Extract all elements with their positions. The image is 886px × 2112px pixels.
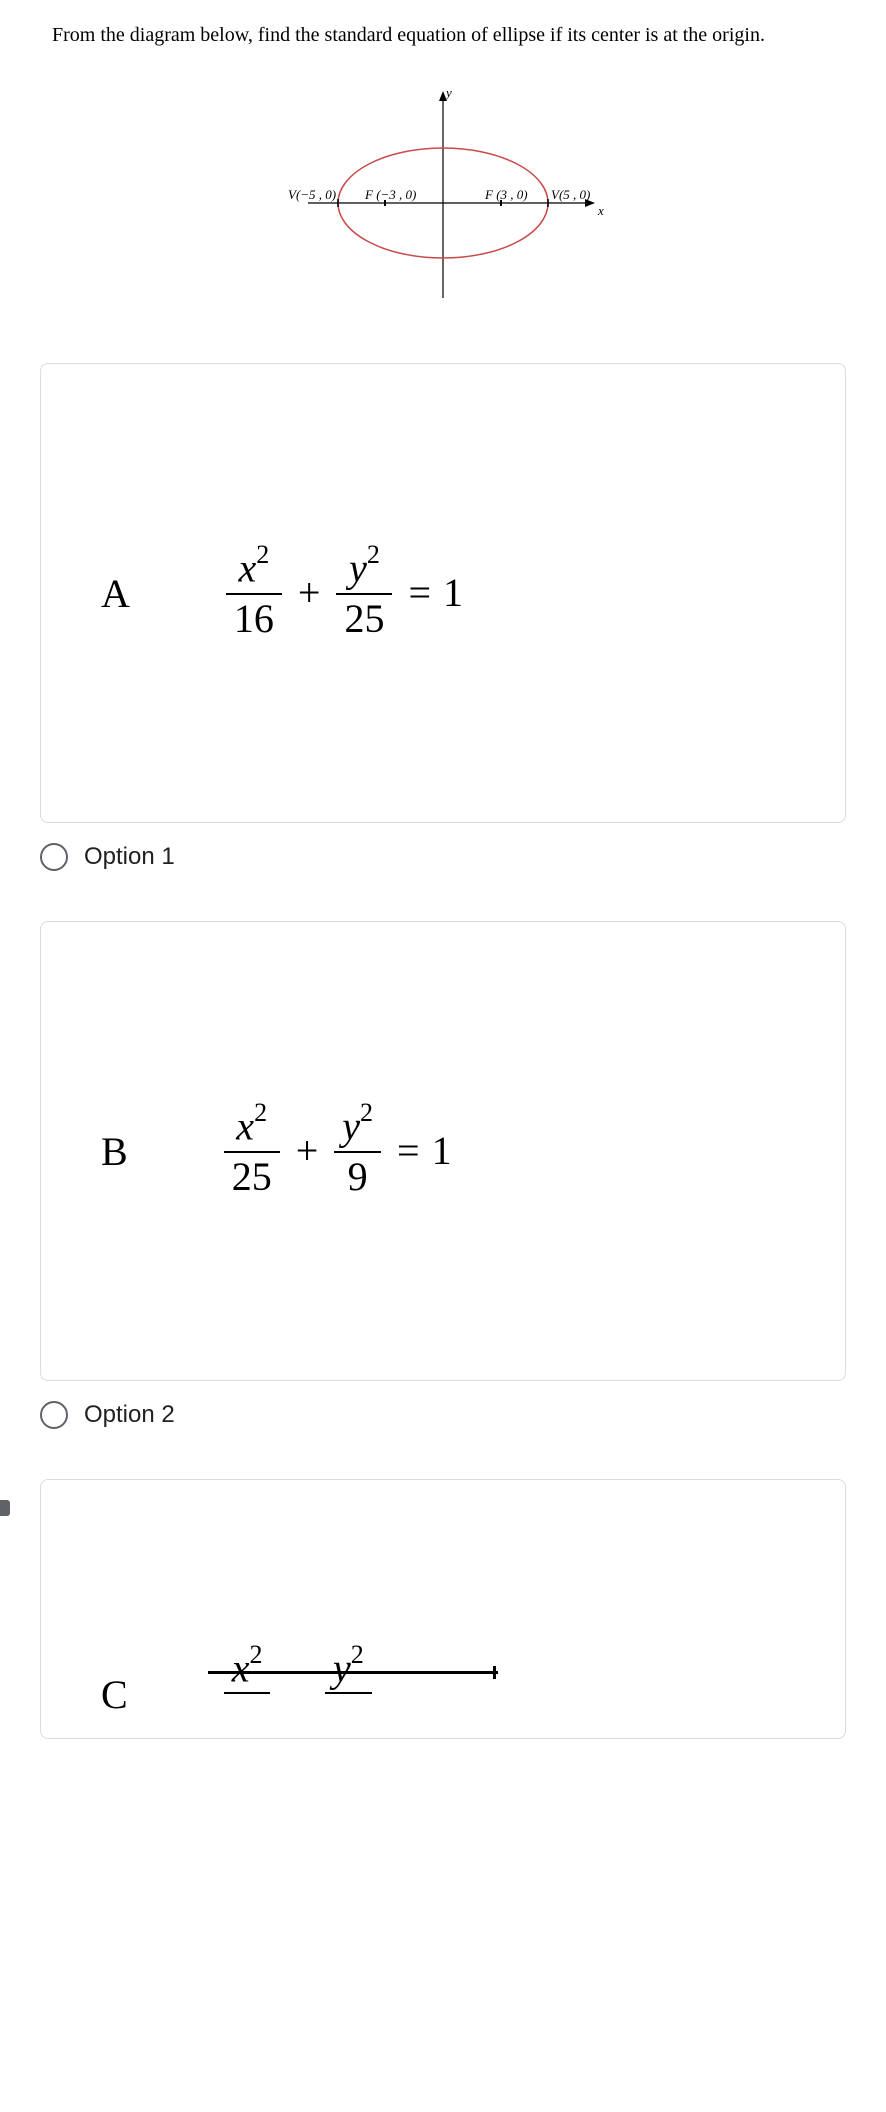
option-card-b: B x2 25 + y2 9 = 1 — [40, 921, 846, 1381]
option-selector-1[interactable]: Option 1 — [40, 843, 846, 871]
vertex-right-label: V(5 , 0) — [551, 187, 590, 203]
option-label-1: Option 1 — [84, 843, 175, 871]
strikethrough-line — [208, 1671, 498, 1674]
strikethrough-tick — [493, 1666, 496, 1679]
equation-b: x2 25 + y2 9 = 1 — [218, 1101, 452, 1200]
option-letter-c: C — [101, 1671, 128, 1718]
radio-icon — [40, 1401, 68, 1429]
diagram-container: y x V(−5 , 0) F (−3 , 0) F (3 , 0) V(5 ,… — [0, 63, 886, 363]
side-badge-icon — [0, 1500, 10, 1516]
option-letter-b: B — [101, 1128, 128, 1175]
option-label-2: Option 2 — [84, 1401, 175, 1429]
x-axis-label: x — [598, 203, 604, 219]
vertex-left-label: V(−5 , 0) — [288, 187, 336, 203]
option-card-c: C x2 + y2 = 1 — [40, 1479, 846, 1739]
y-axis-label: y — [446, 85, 452, 101]
option-selector-2[interactable]: Option 2 — [40, 1401, 846, 1429]
question-text: From the diagram below, find the standar… — [0, 0, 886, 63]
equation-a: x2 16 + y2 25 = 1 — [220, 543, 463, 642]
option-card-a: A x2 16 + y2 25 = 1 — [40, 363, 846, 823]
option-letter-a: A — [101, 570, 130, 617]
radio-icon — [40, 843, 68, 871]
diagram-svg — [253, 83, 633, 323]
focus-left-label: F (−3 , 0) — [365, 187, 416, 203]
equation-c: x2 + y2 = 1 — [218, 1643, 443, 1718]
focus-right-label: F (3 , 0) — [485, 187, 528, 203]
ellipse-diagram: y x V(−5 , 0) F (−3 , 0) F (3 , 0) V(5 ,… — [253, 83, 633, 323]
